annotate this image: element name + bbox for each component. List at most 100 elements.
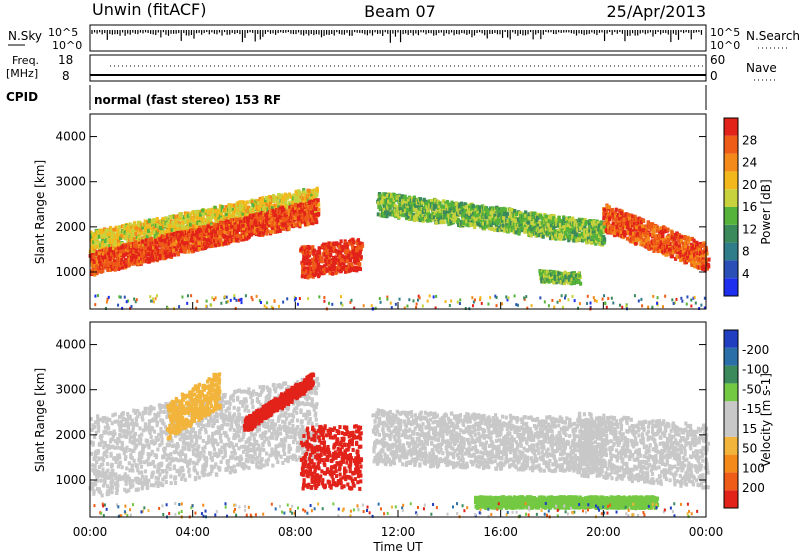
heatmap-cell — [482, 214, 486, 219]
heatmap-cell — [414, 213, 418, 218]
heatmap-cell — [301, 263, 305, 268]
heatmap-cell — [538, 225, 542, 230]
heatmap-cell — [264, 198, 268, 203]
heatmap-cell — [127, 238, 132, 243]
heatmap-cell — [224, 212, 228, 217]
heatmap-cell — [312, 248, 317, 253]
heatmap-cell — [108, 256, 112, 261]
heatmap-cell — [228, 209, 232, 214]
heatmap-cell — [327, 264, 331, 269]
heatmap-cell — [123, 230, 127, 235]
heatmap-cell — [293, 215, 297, 220]
heatmap-cell — [465, 222, 469, 227]
heatmap-cell — [200, 235, 205, 240]
heatmap-cell — [496, 228, 500, 233]
heatmap-cell — [161, 217, 165, 222]
heatmap-cell — [135, 224, 139, 229]
heatmap-cell — [282, 207, 286, 212]
heatmap-cell — [195, 225, 199, 230]
heatmap-cell — [306, 208, 310, 213]
heatmap-cell — [401, 204, 405, 209]
heatmap-cell — [300, 260, 304, 265]
heatmap-cell — [149, 226, 153, 231]
heatmap-cell — [294, 222, 298, 227]
heatmap-cell — [146, 231, 150, 236]
heatmap-cell — [395, 197, 399, 202]
heatmap-cell — [278, 228, 282, 233]
heatmap-cell — [176, 223, 180, 228]
heatmap-cell — [302, 254, 306, 259]
heatmap-cell — [288, 194, 292, 199]
heatmap-cell — [109, 252, 114, 257]
heatmap-cell — [186, 240, 190, 245]
heatmap-cell — [377, 192, 382, 197]
heatmap-cell — [257, 212, 262, 217]
heatmap-cell — [148, 258, 152, 263]
heatmap-cell — [307, 188, 311, 193]
heatmap-cell — [141, 239, 145, 244]
heatmap-cell — [232, 238, 236, 243]
heatmap-cell — [214, 218, 218, 223]
heatmap-cell — [265, 202, 269, 207]
heatmap-cell — [213, 239, 217, 244]
heatmap-cell — [303, 193, 307, 198]
heatmap-cell — [302, 190, 306, 195]
heatmap-cell — [541, 225, 545, 230]
heatmap-cell — [94, 238, 98, 243]
heatmap-cell — [273, 213, 277, 218]
heatmap-cell — [238, 200, 242, 205]
heatmap-cell — [288, 205, 292, 210]
heatmap-cell — [335, 260, 339, 265]
heatmap-cell — [389, 204, 393, 209]
heatmap-cell — [329, 253, 333, 258]
heatmap-cell — [343, 242, 347, 247]
heatmap-cell — [106, 228, 110, 233]
heatmap-cell — [161, 230, 165, 235]
heatmap-cell — [89, 245, 94, 250]
heatmap-cell — [313, 263, 317, 268]
heatmap-cell — [146, 257, 150, 262]
heatmap-cell — [97, 255, 101, 260]
heatmap-cell — [432, 217, 437, 222]
heatmap-cell — [119, 263, 123, 268]
heatmap-cell — [525, 217, 529, 222]
heatmap-cell — [450, 220, 454, 225]
heatmap-cell — [461, 217, 465, 222]
heatmap-cell — [305, 203, 309, 208]
heatmap-cell — [246, 219, 251, 224]
nsky-label: N.Sky — [8, 29, 42, 43]
heatmap-cell — [159, 249, 163, 254]
heatmap-cell — [320, 265, 324, 270]
heatmap-cell — [312, 266, 316, 271]
heatmap-cell — [350, 267, 354, 272]
heatmap-cell — [134, 226, 138, 231]
heatmap-cell — [106, 239, 110, 244]
power-heatmap — [88, 186, 711, 311]
heatmap-cell — [462, 211, 466, 216]
heatmap-cell — [188, 217, 192, 222]
heatmap-cell — [254, 218, 258, 223]
heatmap-cell — [392, 205, 396, 210]
heatmap-cell — [316, 212, 320, 217]
heatmap-cell — [146, 250, 150, 255]
heatmap-cell — [378, 207, 382, 212]
heatmap-cell — [469, 206, 474, 211]
heatmap-cell — [393, 208, 397, 213]
heatmap-cell — [129, 244, 133, 249]
heatmap-cell — [376, 201, 381, 206]
heatmap-cell — [529, 233, 533, 238]
heatmap-cell — [347, 252, 351, 257]
heatmap-cell — [192, 224, 196, 229]
heatmap-cell — [491, 218, 495, 223]
heatmap-cell — [161, 251, 165, 256]
heatmap-cell — [207, 234, 211, 239]
heatmap-cell — [440, 219, 444, 224]
heatmap-cell — [251, 202, 255, 207]
heatmap-cell — [351, 237, 355, 242]
heatmap-cell — [224, 210, 228, 215]
heatmap-cell — [240, 230, 244, 235]
heatmap-cell — [312, 251, 316, 256]
heatmap-cell — [171, 238, 176, 243]
heatmap-cell — [442, 220, 446, 225]
